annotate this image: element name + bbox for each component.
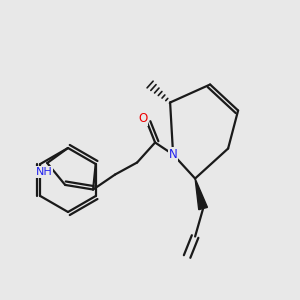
Text: N: N — [169, 148, 178, 161]
Text: O: O — [139, 112, 148, 125]
Polygon shape — [195, 178, 208, 210]
Text: NH: NH — [36, 167, 52, 177]
